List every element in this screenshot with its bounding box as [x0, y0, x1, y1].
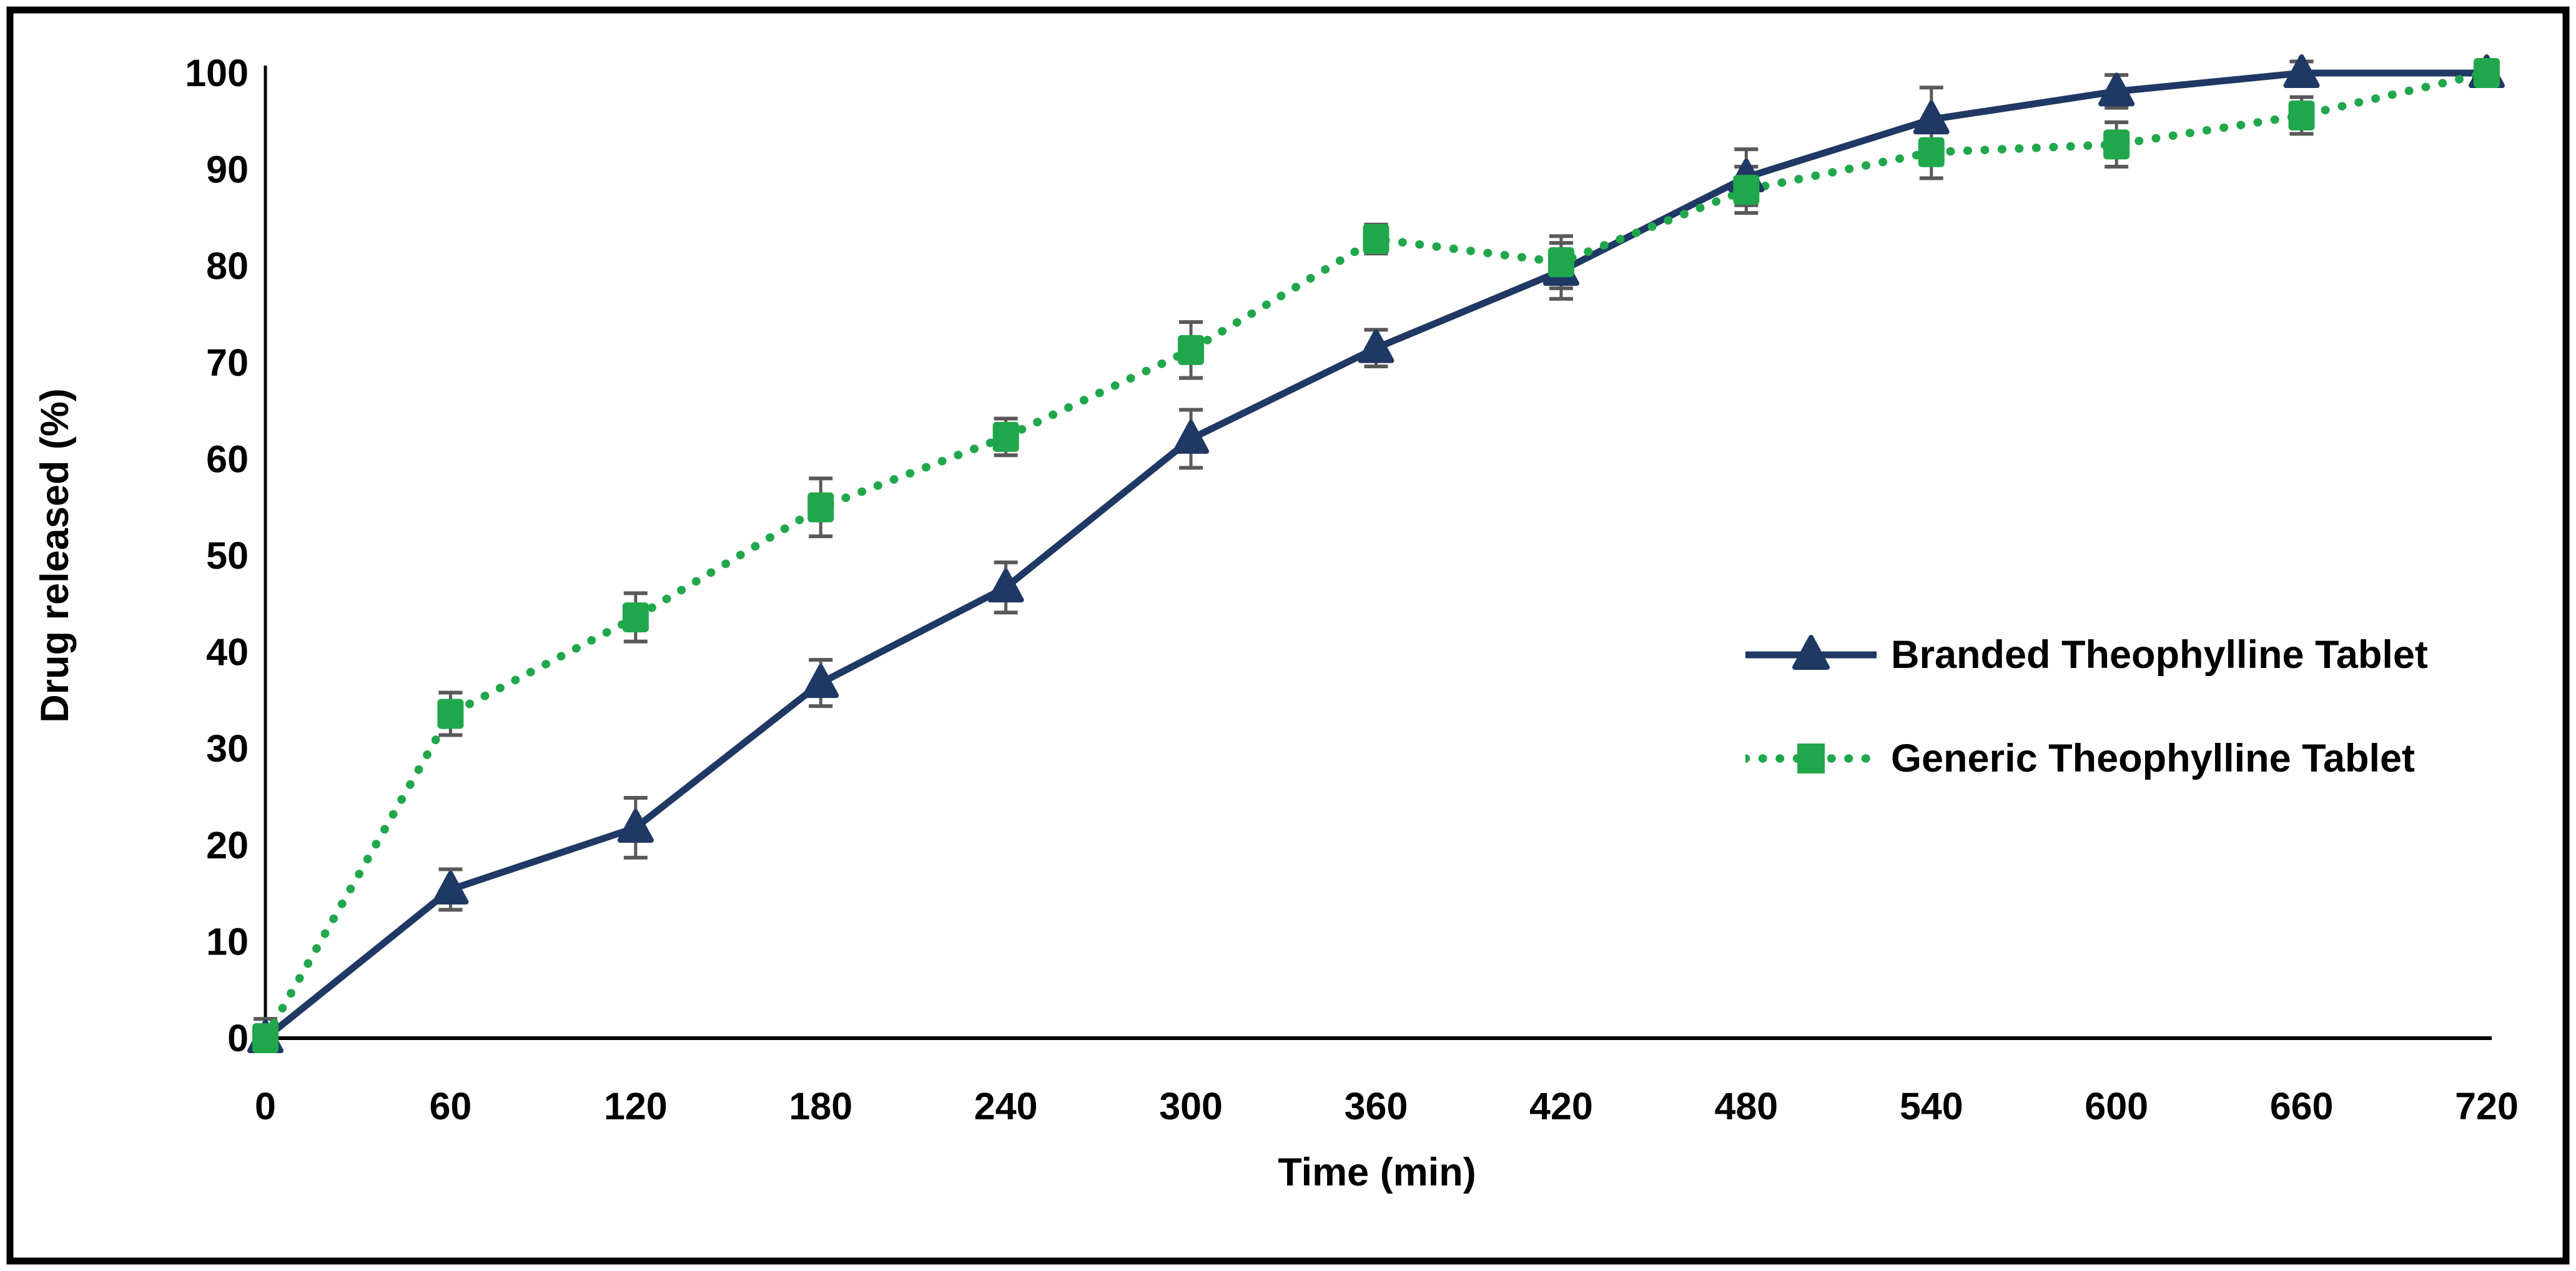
generic-data-point-marker — [437, 699, 464, 729]
y-tick-label: 60 — [206, 438, 249, 480]
figure-border — [6, 6, 2570, 1265]
y-tick-label: 40 — [206, 631, 249, 674]
branded-data-point-marker — [617, 808, 654, 843]
x-tick-label: 420 — [1529, 1085, 1593, 1127]
legend: Branded Theophylline Tablet Generic Theo… — [1745, 614, 2428, 800]
y-tick-label: 10 — [206, 920, 249, 963]
generic-data-point-marker — [1733, 175, 1760, 205]
generic-data-point-marker — [1363, 223, 1389, 254]
y-tick-label: 50 — [206, 534, 249, 577]
generic-data-point-marker — [622, 602, 649, 632]
x-tick-label: 360 — [1345, 1085, 1408, 1127]
generic-data-point-marker — [2103, 129, 2130, 160]
x-tick-label: 720 — [2455, 1085, 2519, 1127]
x-tick-label: 300 — [1159, 1085, 1223, 1127]
generic-data-point-marker — [1918, 137, 1945, 167]
y-tick-label: 100 — [185, 52, 249, 94]
legend-label-generic: Generic Theophylline Tablet — [1891, 737, 2415, 780]
y-tick-label: 70 — [206, 341, 249, 384]
y-tick-label: 0 — [227, 1017, 249, 1059]
branded-data-point-marker — [802, 664, 839, 699]
y-tick-label: 20 — [206, 824, 249, 866]
legend-marker — [1792, 635, 1830, 670]
branded-data-point-marker — [2098, 72, 2135, 107]
y-tick-label: 90 — [206, 149, 249, 191]
x-tick-label: 180 — [789, 1085, 852, 1127]
generic-data-point-marker — [2288, 101, 2315, 131]
y-axis-title: Drug released (%) — [33, 388, 77, 723]
branded-data-point-marker — [1358, 329, 1394, 363]
generic-data-point-marker — [807, 492, 834, 523]
generic-data-point-marker — [992, 421, 1019, 452]
generic-data-point-marker — [1547, 247, 1574, 278]
generic-series-line — [261, 69, 2491, 1043]
x-tick-label: 660 — [2270, 1085, 2334, 1127]
x-tick-label: 60 — [429, 1085, 471, 1127]
x-tick-label: 240 — [974, 1085, 1038, 1127]
generic-data-point-marker — [252, 1023, 279, 1053]
branded-data-point-marker — [1173, 420, 1210, 454]
branded-data-point-marker — [2283, 54, 2320, 88]
x-axis-title: Time (min) — [1278, 1151, 1476, 1194]
branded-data-point-marker — [432, 870, 469, 905]
generic-data-point-marker — [2474, 58, 2500, 88]
y-tick-label: 30 — [206, 727, 249, 770]
legend-marker — [1797, 743, 1825, 773]
branded-data-point-marker — [1913, 101, 1950, 135]
x-tick-label: 0 — [255, 1085, 276, 1127]
generic-data-point-marker — [1178, 335, 1205, 365]
x-tick-label: 120 — [604, 1085, 668, 1127]
x-tick-label: 480 — [1714, 1085, 1778, 1127]
x-tick-label: 600 — [2085, 1085, 2148, 1127]
legend-label-branded: Branded Theophylline Tablet — [1891, 633, 2428, 677]
x-tick-label: 540 — [1900, 1085, 1963, 1127]
y-tick-label: 80 — [206, 245, 249, 287]
branded-line-marker-icon — [1745, 635, 1877, 670]
legend-item-branded: Branded Theophylline Tablet — [1745, 614, 2428, 696]
generic-line-marker-icon — [1745, 743, 1880, 773]
branded-series-line — [262, 69, 2490, 1042]
legend-item-generic: Generic Theophylline Tablet — [1745, 717, 2428, 800]
branded-data-point-marker — [987, 569, 1024, 603]
